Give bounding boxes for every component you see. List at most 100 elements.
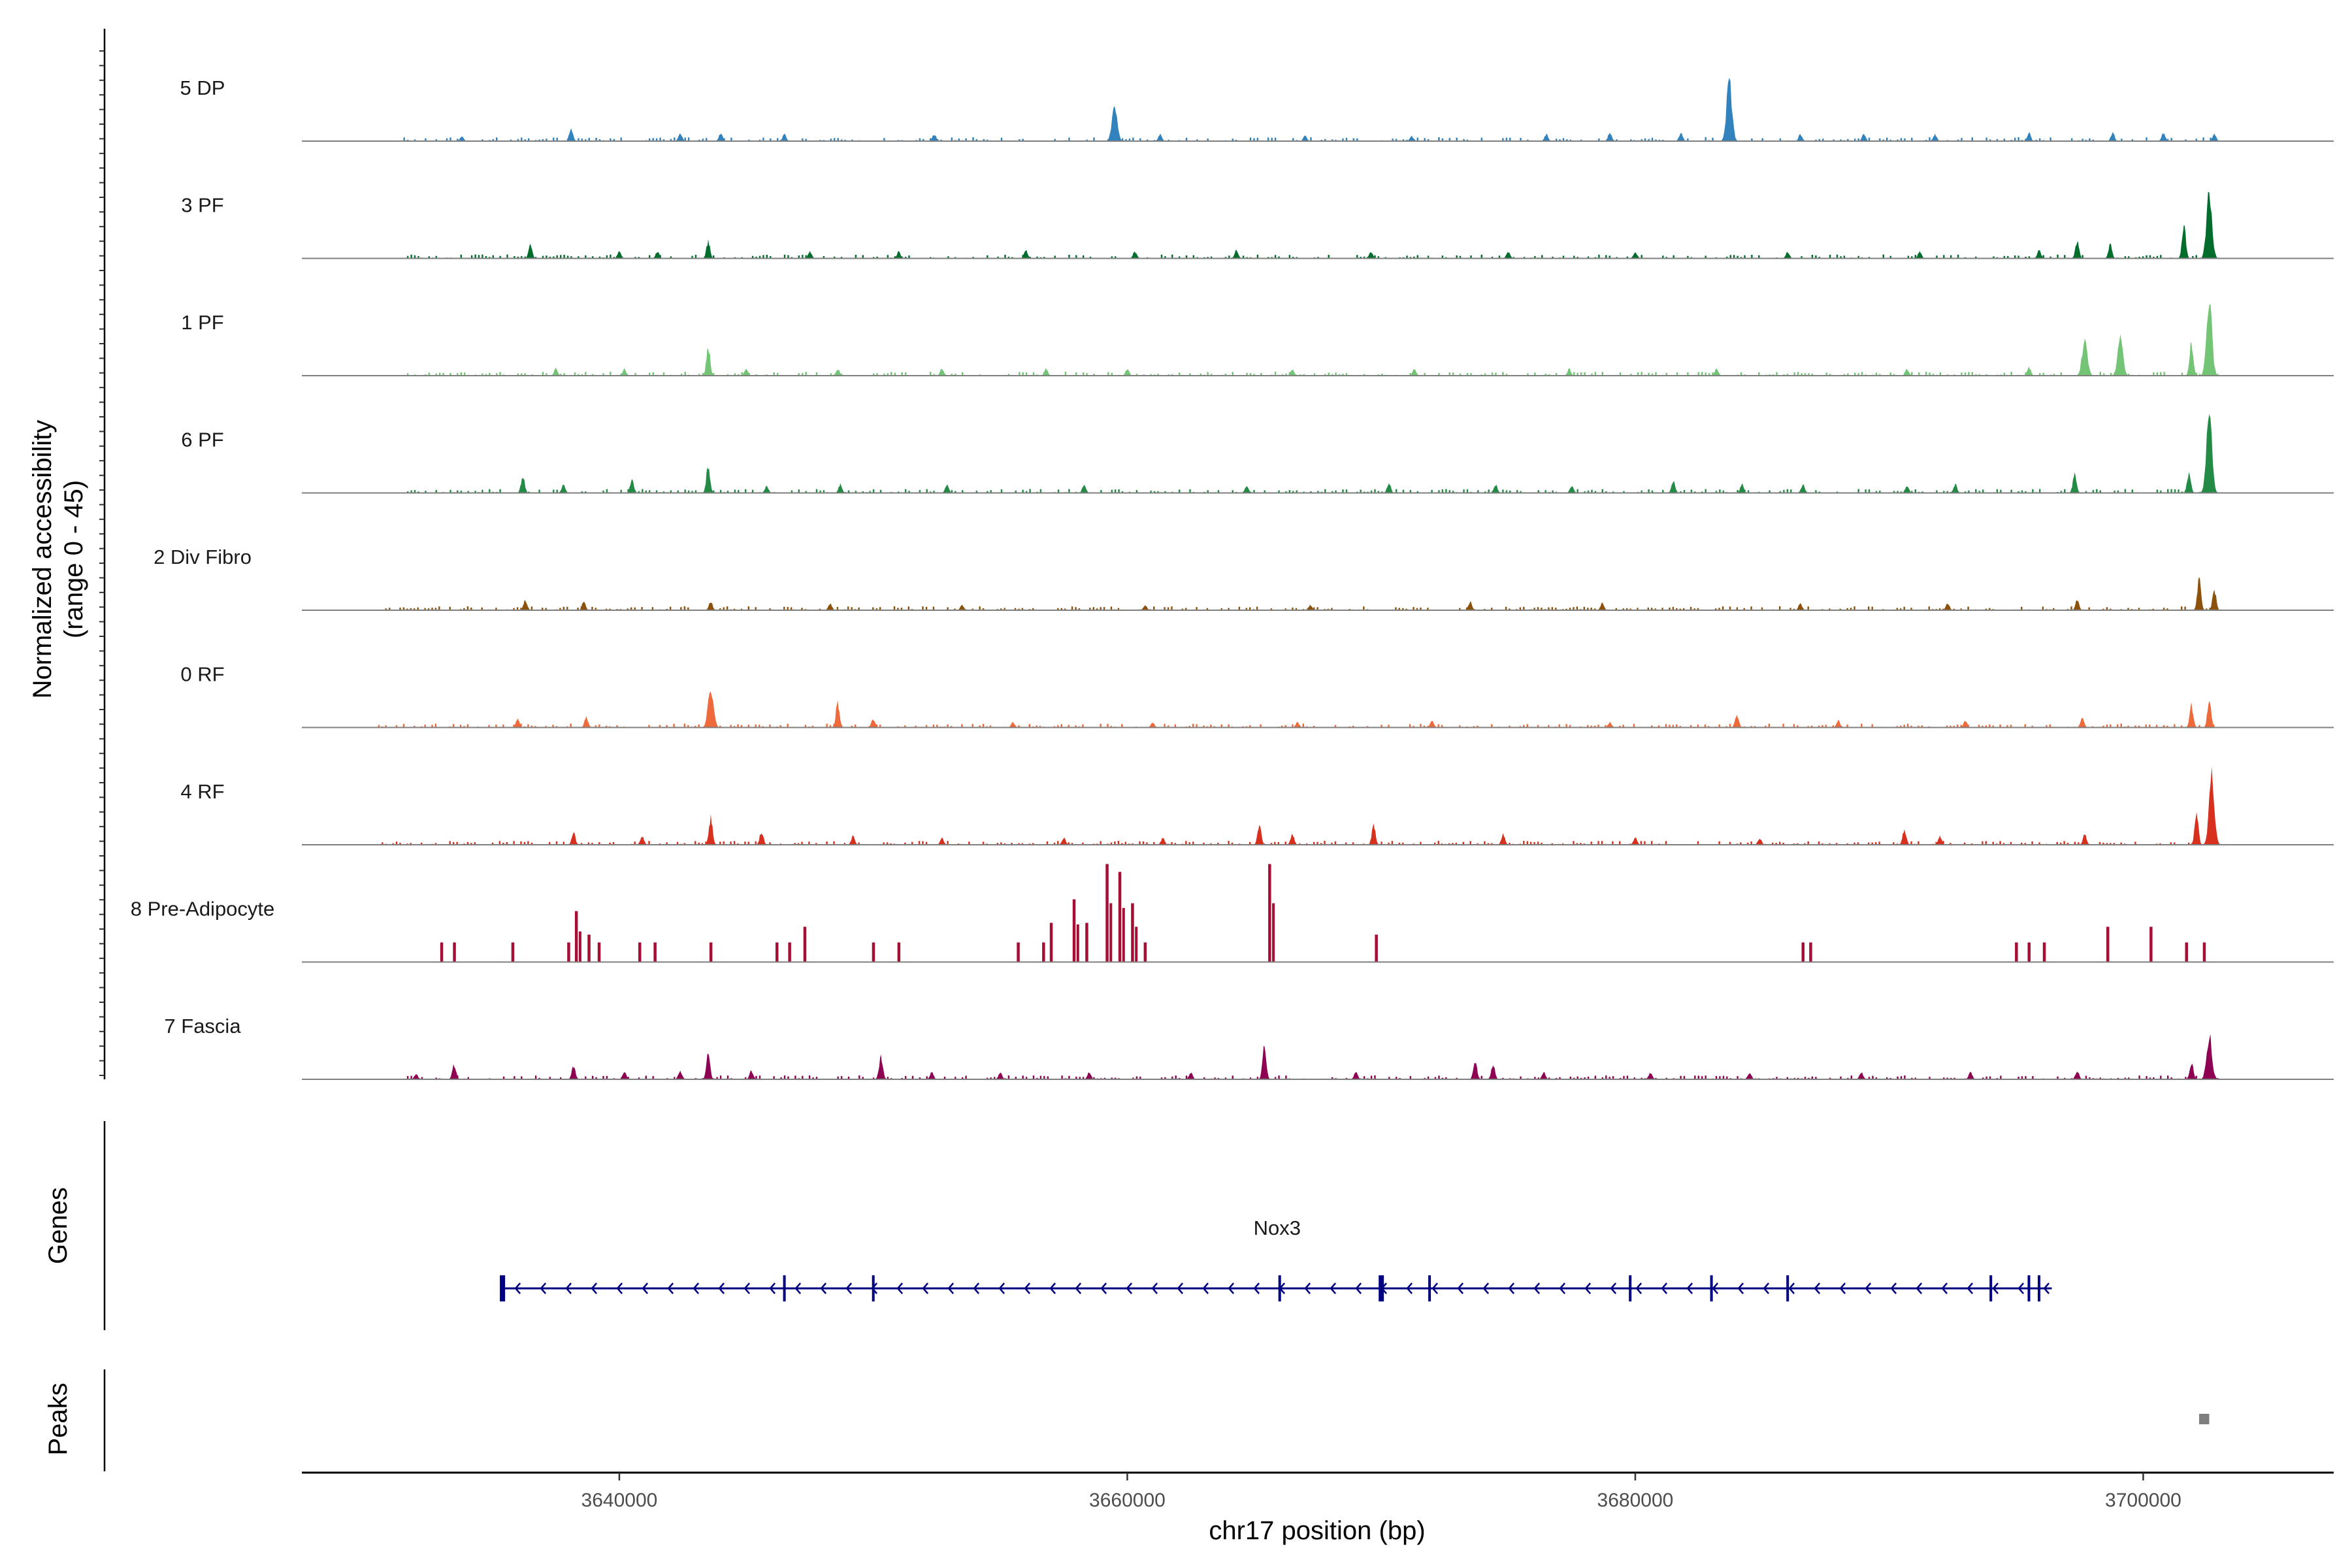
strand-arrow [1202, 1282, 1209, 1294]
coverage-peak [1426, 721, 1438, 728]
coverage-peak [651, 252, 664, 259]
strand-arrow [1304, 1282, 1311, 1294]
gene-nox3: Nox3 [500, 1217, 2052, 1301]
coverage-peak [2193, 577, 2205, 610]
coverage-peak [2033, 250, 2045, 259]
track-5-dp: 5 DP [180, 76, 2334, 142]
coverage-spike [1118, 872, 1122, 962]
coverage-peak [1959, 721, 1972, 728]
coverage-spike [803, 926, 807, 962]
y-axis [99, 29, 106, 1079]
coverage-peak [926, 1072, 938, 1079]
coverage-spike [2185, 942, 2188, 962]
strand-arrow [514, 1282, 521, 1294]
strand-arrow [1406, 1282, 1413, 1294]
coverage-peak [1797, 484, 1809, 493]
coverage-peak [1367, 823, 1380, 845]
coverage-peak [1083, 1072, 1096, 1079]
strand-arrow [1228, 1282, 1235, 1294]
coverage-peak [994, 1072, 1007, 1079]
coverage-peak [1929, 133, 1941, 141]
strand-arrow [1075, 1282, 1082, 1294]
strand-arrow [1712, 1282, 1719, 1294]
coverage-peak [1291, 722, 1303, 728]
strand-arrow [1533, 1282, 1541, 1294]
coverage-peak [1058, 838, 1070, 845]
gene-exon [2027, 1275, 2031, 1301]
coverage-peak [936, 368, 948, 376]
coverage-spike [872, 942, 875, 962]
coverage-peak [702, 239, 714, 259]
coverage-peak [704, 602, 717, 610]
strand-arrow [540, 1282, 547, 1294]
genes-track-title: Genes [44, 1187, 73, 1264]
coverage-peak [626, 479, 638, 493]
track-4-rf: 4 RF [180, 766, 2334, 845]
coverage-peak [674, 133, 687, 141]
strand-arrow [845, 1282, 853, 1294]
coverage-peak [1629, 838, 1641, 845]
track-label: 0 RF [180, 663, 224, 686]
track-label: 5 DP [180, 76, 225, 99]
coverage-peak [618, 1072, 630, 1079]
coverage-peak [2203, 700, 2215, 728]
coverage-peak [1230, 250, 1243, 259]
coverage-peak [1129, 252, 1141, 259]
coverage-peak [824, 603, 836, 610]
coverage-peak [674, 1070, 687, 1079]
strand-arrow [896, 1282, 904, 1294]
coverage-spike [2042, 942, 2046, 962]
coverage-peak [2076, 717, 2089, 728]
strand-arrow [1941, 1282, 1948, 1294]
coverage-peak [2185, 702, 2198, 728]
coverage-peak [1674, 133, 1687, 141]
coverage-peak [1538, 1071, 1550, 1079]
strand-arrow [1610, 1282, 1617, 1294]
track-label: 7 Fascia [164, 1015, 241, 1037]
coverage-peak [1857, 133, 1870, 141]
coverage-peak [1644, 1073, 1657, 1079]
coverage-spike [1072, 899, 1076, 962]
strand-arrow [693, 1282, 700, 1294]
strand-arrow [667, 1282, 674, 1294]
strand-arrow [1661, 1282, 1668, 1294]
strand-arrow [1559, 1282, 1566, 1294]
gene-exon [1989, 1275, 1993, 1301]
track-label: 1 PF [181, 311, 223, 334]
coverage-peak [1019, 250, 1032, 259]
coverage-peak [1408, 368, 1420, 376]
coverage-peak [2208, 133, 2221, 141]
coverage-spike [1143, 942, 1147, 962]
strand-arrow [1992, 1282, 1999, 1294]
track-label: 2 Div Fibro [154, 546, 252, 568]
coverage-peak [1490, 484, 1502, 493]
gene-exon [872, 1275, 875, 1301]
strand-arrow [1686, 1282, 1693, 1294]
coverage-spike [1085, 923, 1088, 962]
strand-arrow [1737, 1282, 1744, 1294]
coverage-peak [1299, 135, 1311, 141]
coverage-peak [2200, 304, 2218, 376]
coverage-peak [524, 243, 536, 259]
coverage-peak [568, 1066, 580, 1079]
gene-exon [1379, 1275, 1384, 1301]
coverage-spike [2027, 942, 2031, 962]
coverage-peak [2104, 243, 2116, 259]
coverage-peak [2185, 341, 2198, 376]
strand-arrow [1635, 1282, 1642, 1294]
coverage-peak [1782, 252, 1794, 259]
coverage-peak [1934, 835, 1946, 845]
coverage-spike [440, 942, 444, 962]
coverage-peak [2023, 366, 2035, 376]
coverage-peak [2106, 131, 2119, 141]
strand-arrow [1916, 1282, 1923, 1294]
coverage-peak [580, 715, 593, 728]
coverage-peak [1121, 369, 1134, 376]
strand-arrow [1049, 1282, 1056, 1294]
coverage-peak [1007, 721, 1019, 728]
coverage-noise [406, 489, 2215, 493]
coverage-peak [1286, 834, 1299, 845]
track-2-div-fibro: 2 Div Fibro [154, 546, 2334, 611]
coverage-peak [847, 835, 859, 845]
strand-arrow [794, 1282, 802, 1294]
